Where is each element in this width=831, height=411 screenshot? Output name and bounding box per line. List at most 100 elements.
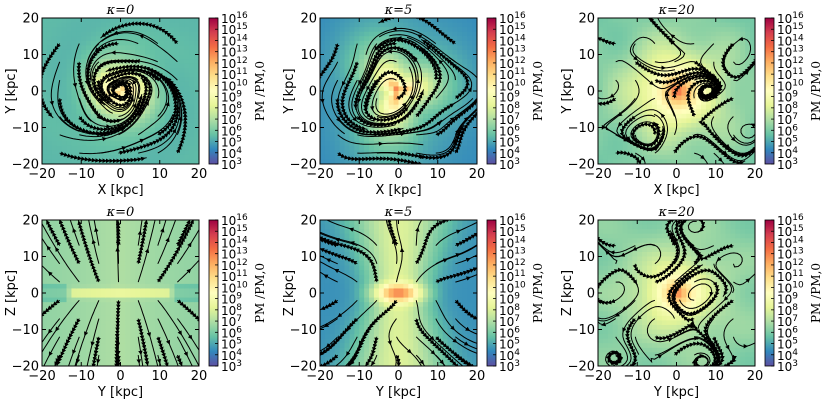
x-tick-label: −10 bbox=[624, 167, 651, 182]
colorbar-label: PM /PM,0 bbox=[253, 263, 267, 323]
colorbar-tick-label: 1016 bbox=[499, 11, 526, 26]
colorbar: 1031041051061071081091010101110121013101… bbox=[208, 213, 267, 374]
streamline-arrow bbox=[480, 84, 481, 87]
colorbar-tick-label: 1010 bbox=[499, 280, 526, 295]
x-tick-label: 20 bbox=[191, 167, 208, 182]
colorbar-tick-label: 103 bbox=[777, 157, 798, 172]
panel-title: κ=20 bbox=[658, 3, 695, 18]
x-tick-label: 0 bbox=[116, 369, 124, 384]
x-tick-label: 20 bbox=[469, 369, 486, 384]
colorbar-gradient bbox=[208, 17, 219, 165]
colorbar-tick-label: 109 bbox=[221, 292, 242, 307]
y-tick-label: 20 bbox=[300, 12, 317, 27]
panel-title: κ=0 bbox=[106, 3, 135, 18]
colorbar: 1031041051061071081091010101110121013101… bbox=[486, 213, 545, 374]
streamline-arrow bbox=[695, 220, 701, 221]
x-tick-label: −20 bbox=[28, 369, 55, 384]
y-tick-label: 0 bbox=[309, 85, 317, 100]
colorbar-tick-label: 1012 bbox=[777, 258, 804, 273]
colorbar-label: PM /PM,0 bbox=[531, 61, 545, 121]
y-tick-label: 10 bbox=[22, 250, 39, 265]
streamlines bbox=[320, 18, 481, 164]
colorbar-tick-label: 1011 bbox=[221, 67, 248, 82]
colorbar-tick-label: 1014 bbox=[221, 235, 248, 250]
colorbar-tick-label: 104 bbox=[499, 348, 520, 363]
colorbar-tick-label: 107 bbox=[777, 314, 798, 329]
colorbar: 1031041051061071081091010101110121013101… bbox=[764, 213, 823, 374]
colorbar-tick-label: 105 bbox=[221, 337, 242, 352]
colorbar-tick-label: 1016 bbox=[499, 213, 526, 228]
colorbar-tick-label: 109 bbox=[777, 292, 798, 307]
colorbar-tick-label: 1011 bbox=[777, 269, 804, 284]
colorbar-tick-label: 1012 bbox=[221, 258, 248, 273]
colorbar-tick-label: 109 bbox=[777, 90, 798, 105]
colorbar-tick-label: 104 bbox=[499, 146, 520, 161]
colorbar-tick-label: 1016 bbox=[777, 11, 804, 26]
colorbar-tick-label: 106 bbox=[499, 325, 520, 340]
colorbar-tick-label: 1014 bbox=[221, 33, 248, 48]
panel-edge-kappa5: −20 −10 0 10 20 −20 −10 0 10 20 Y [kpc] Z [kpc] κ=5 1… bbox=[282, 205, 545, 400]
x-tick-label: −10 bbox=[68, 167, 95, 182]
colorbar-tick-label: 1013 bbox=[221, 45, 248, 60]
streamline bbox=[42, 43, 61, 119]
y-axis-label: Z [kpc] bbox=[560, 270, 575, 316]
colorbar-tick-label: 1013 bbox=[499, 45, 526, 60]
y-tick-label: 20 bbox=[22, 12, 39, 27]
y-tick-label: −20 bbox=[290, 360, 317, 375]
colorbar-tick-label: 103 bbox=[777, 359, 798, 374]
colorbar-tick-label: 1015 bbox=[499, 224, 526, 239]
colorbar-gradient bbox=[764, 17, 775, 165]
heatmap bbox=[598, 18, 755, 164]
panel-face-kappa20: −20 −10 0 10 20 −20 −10 0 10 20 X [kpc] Y [kpc] κ=20… bbox=[560, 3, 823, 198]
colorbar-tick-label: 1016 bbox=[221, 213, 248, 228]
colorbar-tick-label: 1016 bbox=[221, 11, 248, 26]
y-axis-label: Z [kpc] bbox=[4, 270, 19, 316]
panel-edge-kappa0: −20 −10 0 10 20 −20 −10 0 10 20 Y [kpc] Z [kpc] κ=0 1… bbox=[4, 205, 267, 400]
colorbar-tick-label: 105 bbox=[777, 337, 798, 352]
y-tick-label: −10 bbox=[290, 121, 317, 136]
y-tick-label: 20 bbox=[22, 214, 39, 229]
colorbar-tick-label: 107 bbox=[221, 112, 242, 127]
colorbar-tick-label: 106 bbox=[777, 325, 798, 340]
x-axis-label: Y [kpc] bbox=[375, 385, 421, 400]
colorbar-tick-label: 103 bbox=[499, 157, 520, 172]
panel-title: κ=20 bbox=[658, 205, 695, 220]
y-tick-label: 0 bbox=[309, 287, 317, 302]
streamlines bbox=[42, 220, 199, 366]
y-tick-label: −10 bbox=[568, 323, 595, 338]
x-axis-label: Y [kpc] bbox=[653, 385, 699, 400]
x-axis-label: Y [kpc] bbox=[97, 385, 143, 400]
colorbar-tick-label: 106 bbox=[221, 325, 242, 340]
y-tick-label: −20 bbox=[568, 158, 595, 173]
x-tick-label: 10 bbox=[707, 167, 724, 182]
y-tick-label: 20 bbox=[578, 214, 595, 229]
panel-face-kappa0: −20 −10 0 10 20 −20 −10 0 10 20 X [kpc] Y [kpc] κ=0 1… bbox=[4, 3, 267, 198]
colorbar-tick-label: 105 bbox=[499, 337, 520, 352]
x-axis-label: X [kpc] bbox=[375, 183, 421, 198]
x-tick-label: −10 bbox=[68, 369, 95, 384]
x-axis-label: X [kpc] bbox=[653, 183, 699, 198]
streamlines bbox=[42, 21, 188, 164]
colorbar-tick-label: 1010 bbox=[777, 78, 804, 93]
colorbar-tick-label: 1015 bbox=[221, 224, 248, 239]
colorbar-tick-label: 103 bbox=[499, 359, 520, 374]
colorbar-tick-label: 108 bbox=[499, 303, 520, 318]
x-tick-label: −10 bbox=[346, 167, 373, 182]
colorbar-tick-label: 1011 bbox=[777, 67, 804, 82]
x-tick-label: 10 bbox=[151, 369, 168, 384]
colorbar-tick-label: 107 bbox=[221, 314, 242, 329]
colorbar-tick-label: 109 bbox=[499, 292, 520, 307]
y-tick-label: 10 bbox=[22, 48, 39, 63]
streamlines bbox=[598, 220, 755, 366]
panel-title: κ=5 bbox=[384, 3, 413, 18]
colorbar-gradient bbox=[208, 219, 219, 367]
x-tick-label: 0 bbox=[394, 167, 402, 182]
colorbar-tick-label: 108 bbox=[499, 101, 520, 116]
y-axis-label: Z [kpc] bbox=[282, 270, 297, 316]
colorbar-tick-label: 108 bbox=[221, 303, 242, 318]
x-tick-label: 10 bbox=[429, 369, 446, 384]
streamlines bbox=[598, 18, 755, 164]
colorbar-tick-label: 1011 bbox=[499, 269, 526, 284]
colorbar-tick-label: 107 bbox=[499, 314, 520, 329]
colorbar-tick-label: 1015 bbox=[499, 22, 526, 37]
